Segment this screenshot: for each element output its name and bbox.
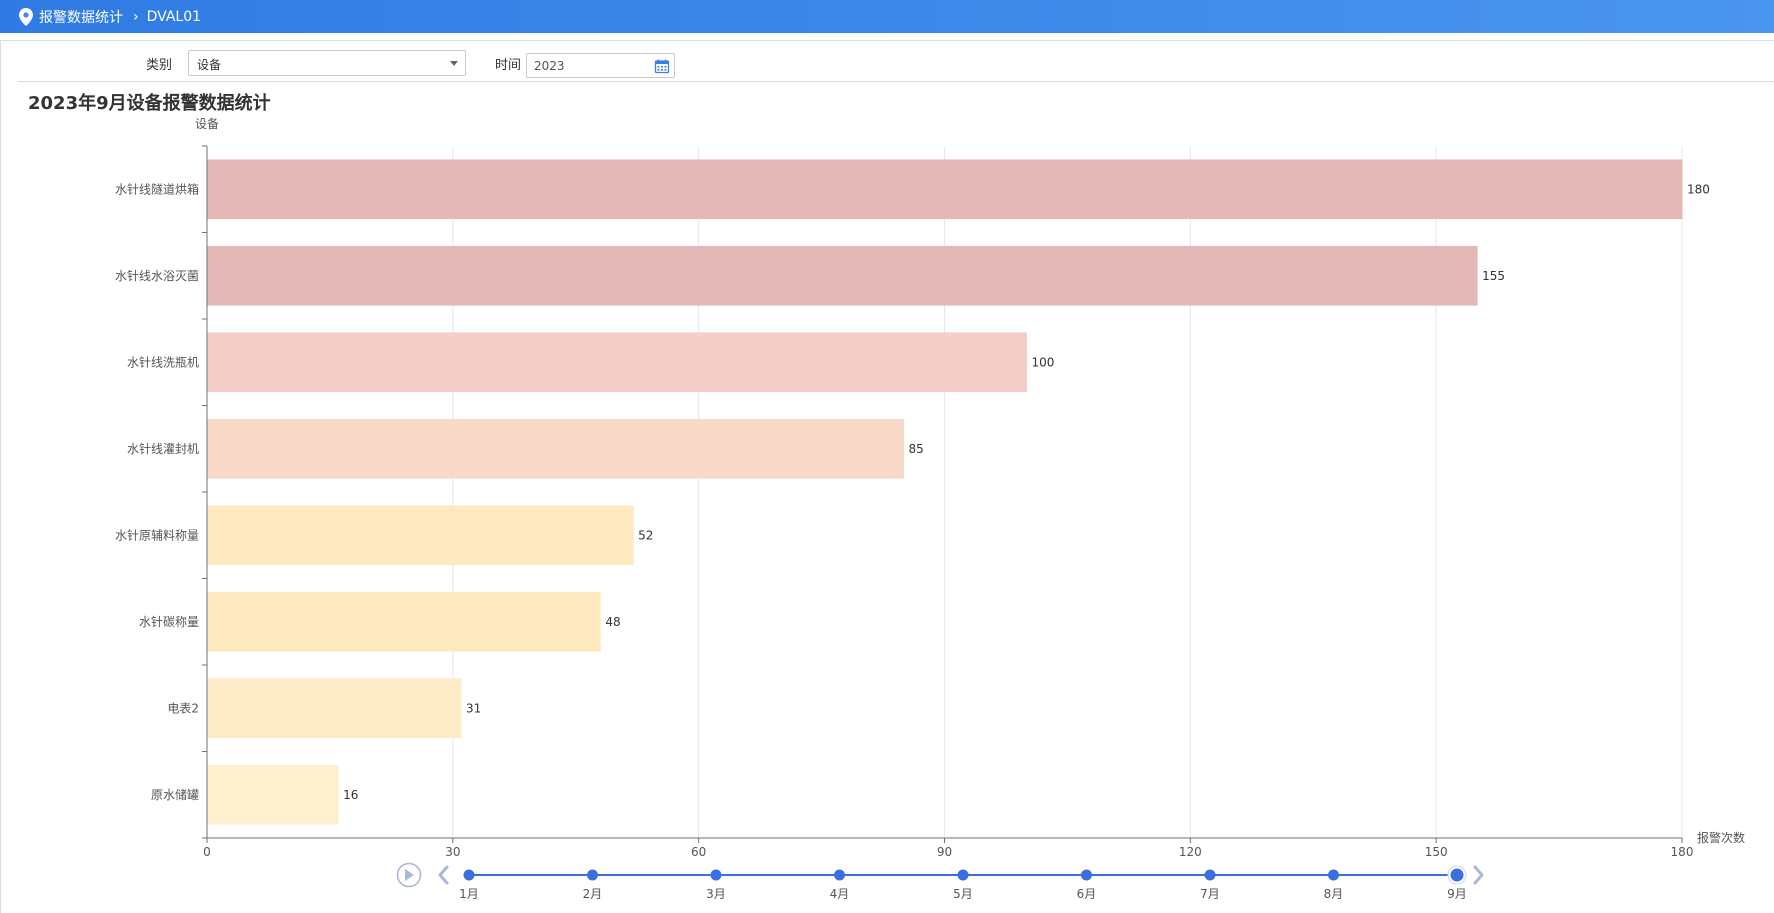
category-select[interactable]: 设备 bbox=[188, 50, 466, 76]
category-label: 水针线水浴灭菌 bbox=[115, 268, 199, 283]
breadcrumb-item-page: DVAL01 bbox=[146, 8, 202, 25]
content-frame bbox=[0, 40, 1774, 913]
category-label: 水针线洗瓶机 bbox=[127, 354, 199, 369]
bar-value-label: 85 bbox=[909, 442, 924, 456]
x-tick-label: 90 bbox=[937, 845, 952, 859]
timeline-point[interactable] bbox=[710, 869, 722, 881]
timeline-point[interactable] bbox=[1328, 869, 1339, 881]
location-pin-icon bbox=[19, 7, 33, 26]
play-button[interactable] bbox=[396, 862, 422, 888]
bar-value-label: 48 bbox=[605, 615, 620, 629]
timeline-point[interactable] bbox=[957, 869, 969, 881]
timeline-month-label: 6月 bbox=[1077, 887, 1097, 901]
category-label: 水针原辅料称量 bbox=[115, 527, 199, 542]
timeline-month-label: 1月 bbox=[459, 887, 479, 901]
timeline-point[interactable] bbox=[463, 869, 475, 881]
bar-value-label: 180 bbox=[1687, 182, 1710, 196]
play-icon bbox=[405, 869, 414, 881]
chart-title: 2023年9月设备报警数据统计 bbox=[28, 93, 271, 114]
category-label: 水针碳称量 bbox=[139, 614, 199, 629]
timeline-month-label: 7月 bbox=[1200, 887, 1220, 901]
category-label: 水针线灌封机 bbox=[127, 441, 199, 456]
filter-divider bbox=[18, 81, 1774, 82]
bar[interactable] bbox=[207, 505, 634, 566]
bar[interactable] bbox=[207, 332, 1027, 393]
x-tick-label: 120 bbox=[1179, 845, 1202, 859]
timeline-point[interactable] bbox=[1204, 869, 1216, 881]
chevron-right-icon: › bbox=[133, 8, 139, 25]
category-label: 电表2 bbox=[167, 701, 199, 715]
bar-value-label: 31 bbox=[466, 701, 481, 715]
category-label: 水针线隧道烘箱 bbox=[115, 181, 199, 196]
bar[interactable] bbox=[207, 159, 1683, 220]
chart-bars: 180 155 100 85 52 48 31 16 bbox=[207, 159, 1710, 825]
x-tick-label: 60 bbox=[691, 845, 706, 859]
year-date-input[interactable]: 2023 bbox=[526, 53, 675, 78]
timeline-point-current[interactable] bbox=[1448, 866, 1466, 884]
chevron-right-icon[interactable] bbox=[1473, 865, 1484, 885]
x-tick-label: 30 bbox=[445, 845, 460, 859]
timeline-point[interactable] bbox=[1081, 869, 1092, 881]
timeline-month-label: 9月 bbox=[1447, 887, 1467, 901]
bar-value-label: 52 bbox=[638, 528, 653, 542]
bar-value-label: 16 bbox=[343, 788, 358, 802]
timeline-point-ring bbox=[1447, 865, 1467, 885]
bar[interactable] bbox=[207, 245, 1478, 306]
category-select-value: 设备 bbox=[197, 58, 222, 72]
bar[interactable] bbox=[207, 591, 601, 652]
y-axis-name: 设备 bbox=[195, 117, 219, 131]
chevron-down-icon bbox=[450, 61, 458, 66]
bar[interactable] bbox=[207, 418, 905, 479]
bar[interactable] bbox=[207, 764, 339, 825]
timeline-month-label: 3月 bbox=[706, 887, 726, 901]
top-header-bar: 报警数据统计 › DVAL01 bbox=[0, 0, 1774, 33]
bar-value-label: 100 bbox=[1031, 355, 1054, 369]
bar[interactable] bbox=[207, 678, 462, 739]
timeline-month-label: 5月 bbox=[953, 887, 973, 901]
chevron-left-icon[interactable] bbox=[438, 865, 449, 885]
month-timeline: 1月 2月 3月 4月 5月 6月 7月 8月 9月 bbox=[396, 862, 1484, 901]
timeline-point[interactable] bbox=[834, 869, 845, 881]
x-tick-label: 0 bbox=[203, 845, 211, 859]
calendar-icon[interactable] bbox=[654, 58, 670, 74]
timeline-month-label: 2月 bbox=[583, 887, 603, 901]
breadcrumb-item-module[interactable]: 报警数据统计 bbox=[39, 9, 123, 26]
category-label: 类别 bbox=[146, 58, 173, 73]
year-date-value: 2023 bbox=[534, 59, 565, 73]
timeline-point[interactable] bbox=[587, 869, 598, 881]
category-label: 原水储罐 bbox=[151, 787, 199, 802]
time-label: 时间 bbox=[495, 58, 522, 73]
bar-value-label: 155 bbox=[1482, 269, 1505, 283]
x-tick-label: 150 bbox=[1425, 845, 1448, 859]
x-tick-label: 180 bbox=[1671, 845, 1694, 859]
x-axis-name: 报警次数 bbox=[1697, 830, 1745, 845]
timeline-month-label: 8月 bbox=[1324, 887, 1344, 901]
timeline-month-label: 4月 bbox=[830, 887, 850, 901]
